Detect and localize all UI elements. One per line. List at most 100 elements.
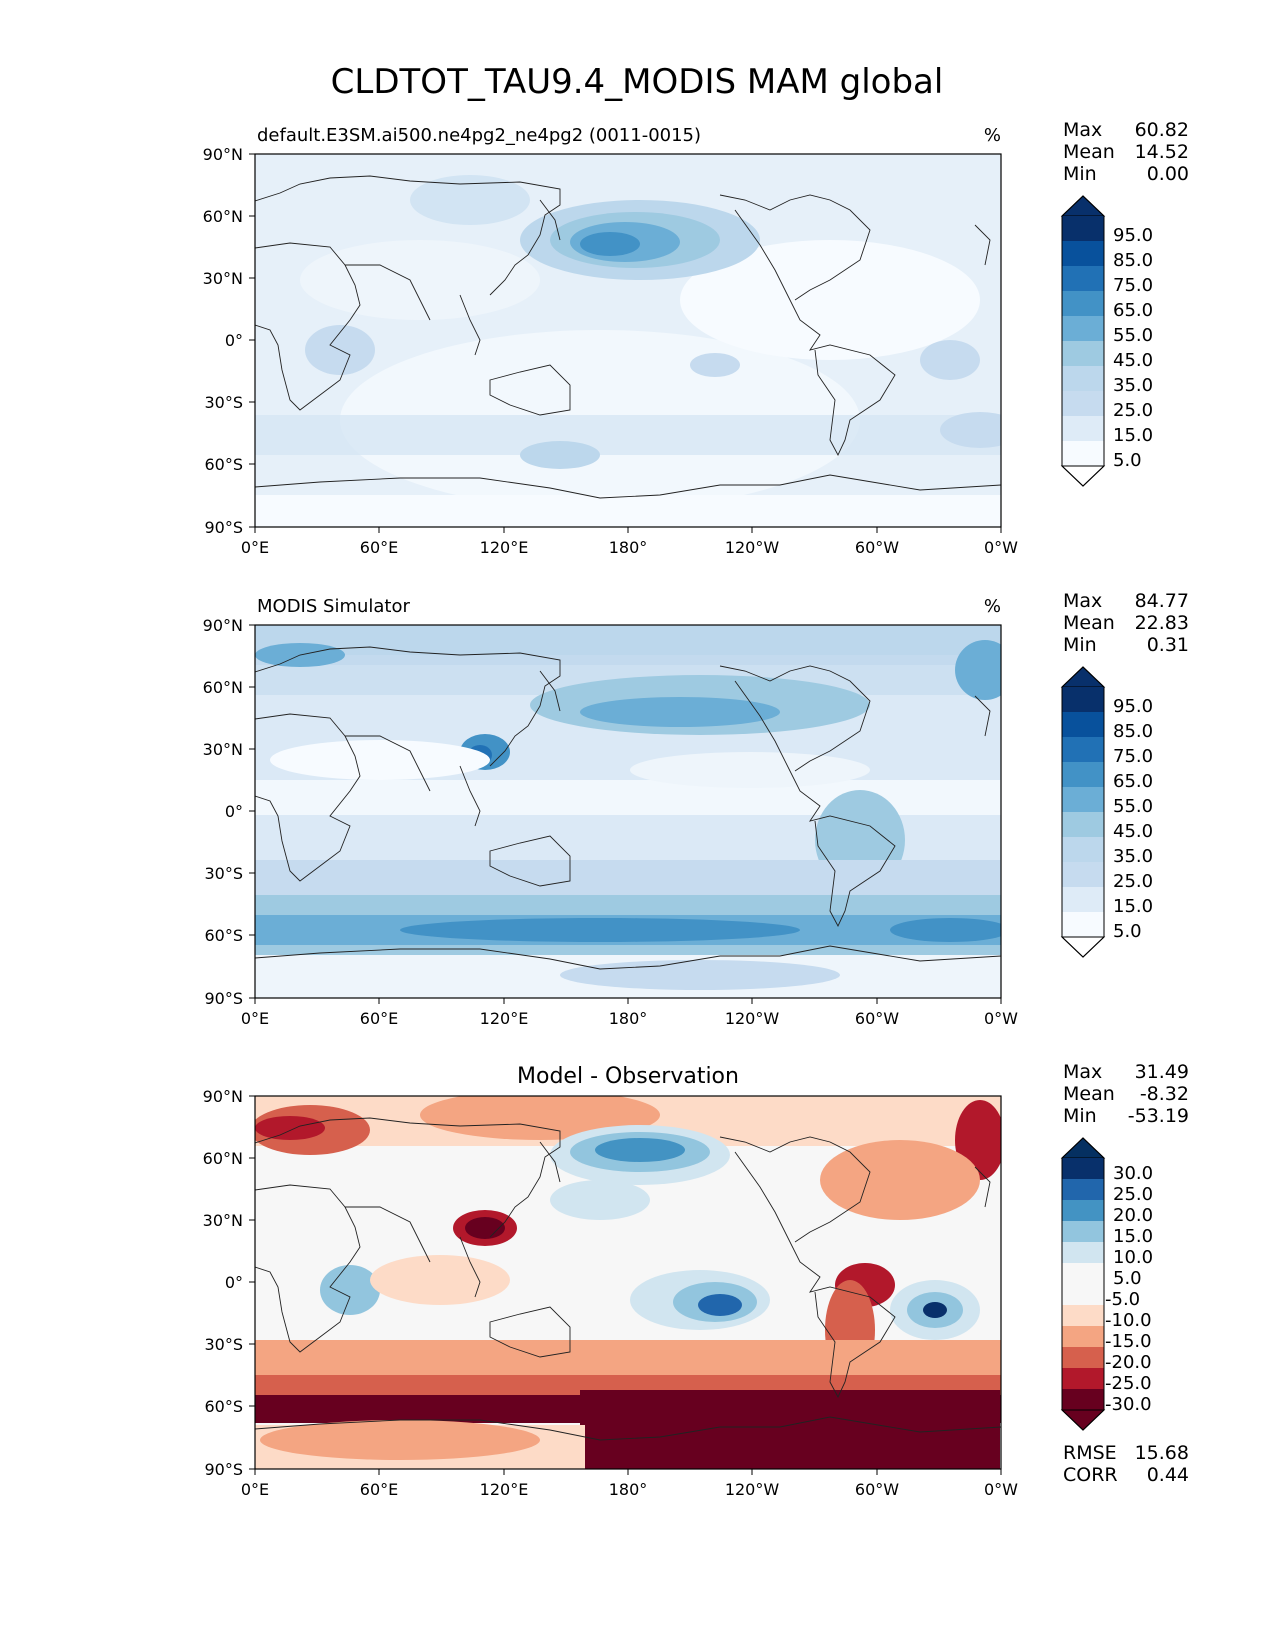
stat-label: Mean xyxy=(1063,1083,1115,1105)
stat-value: 60.82 xyxy=(1135,119,1189,141)
colorbar-label: 75.0 xyxy=(1113,746,1153,767)
stat-value: 15.68 xyxy=(1135,1442,1189,1464)
colorbar-segment xyxy=(1062,1347,1104,1368)
y-tick-label: 90°S xyxy=(204,1460,243,1479)
panel-difference-map xyxy=(255,1096,1001,1469)
y-tick-label: 60°N xyxy=(203,1149,243,1168)
stat-value: 22.83 xyxy=(1135,612,1189,634)
x-tick-label: 120°E xyxy=(480,538,529,557)
x-tick-label: 180° xyxy=(609,1009,648,1028)
colorbar-label: 5.0 xyxy=(1113,450,1142,471)
colorbar-segment xyxy=(1062,712,1104,737)
colorbar-segment xyxy=(1062,1389,1104,1410)
y-tick-label: 30°S xyxy=(204,393,243,412)
figure-title: CLDTOT_TAU9.4_MODIS MAM global xyxy=(331,62,944,102)
colorbar-label: 15.0 xyxy=(1113,1226,1153,1247)
colorbar-label: 65.0 xyxy=(1113,300,1153,321)
y-tick-label: 0° xyxy=(225,802,243,821)
x-tick-label: 60°E xyxy=(360,1480,398,1499)
colorbar-label: 15.0 xyxy=(1113,896,1153,917)
y-tick-label: 60°S xyxy=(204,926,243,945)
colorbar-segment xyxy=(1062,316,1104,341)
y-tick-label: 0° xyxy=(225,1273,243,1292)
y-axis: 90°N 60°N 30°N 0° 30°S 60°S 90°S xyxy=(203,616,255,1008)
colorbar-segment xyxy=(1062,1284,1104,1305)
colorbar-segment xyxy=(1062,1242,1104,1263)
colorbar-segment xyxy=(1062,341,1104,366)
colorbar-label: 20.0 xyxy=(1113,1205,1153,1226)
stat-label: Max xyxy=(1063,119,1102,141)
colorbar-extend-top xyxy=(1060,666,1106,688)
colorbar: 95.0 85.0 75.0 65.0 55.0 45.0 35.0 25.0 … xyxy=(1060,195,1153,487)
x-tick-label: 60°W xyxy=(855,538,899,557)
colorbar-label: 25.0 xyxy=(1113,400,1153,421)
y-axis: 90°N 60°N 30°N 0° 30°S 60°S 90°S xyxy=(203,145,255,537)
coastlines xyxy=(255,175,1001,499)
colorbar: 95.0 85.0 75.0 65.0 55.0 45.0 35.0 25.0 … xyxy=(1060,666,1153,958)
colorbar-segment xyxy=(1062,1368,1104,1389)
colorbar-label: -10.0 xyxy=(1105,1310,1152,1331)
x-tick-label: 120°W xyxy=(725,1480,780,1499)
colorbar: 30.0 25.0 20.0 15.0 10.0 5.0 -5.0 -10.0 … xyxy=(1060,1137,1153,1431)
stat-label: RMSE xyxy=(1063,1442,1117,1464)
colorbar-segment xyxy=(1062,837,1104,862)
x-tick-label: 0°W xyxy=(984,1009,1018,1028)
colorbar-extend-top xyxy=(1060,1137,1106,1159)
stat-label: Min xyxy=(1063,1105,1097,1127)
stat-label: Min xyxy=(1063,634,1097,656)
stat-label: Max xyxy=(1063,1061,1102,1083)
colorbar-segment xyxy=(1062,787,1104,812)
stat-label: Mean xyxy=(1063,141,1115,163)
colorbar-label: 55.0 xyxy=(1113,796,1153,817)
x-tick-label: 0°W xyxy=(984,538,1018,557)
panel-reference-map xyxy=(255,625,1001,998)
coastlines xyxy=(255,1117,1001,1441)
panel-difference: Model - Observation xyxy=(203,1061,1189,1499)
colorbar-segment xyxy=(1062,812,1104,837)
y-axis: 90°N 60°N 30°N 0° 30°S 60°S 90°S xyxy=(203,1087,255,1479)
x-tick-label: 120°E xyxy=(480,1009,529,1028)
stat-value: 84.77 xyxy=(1135,590,1189,612)
y-tick-label: 60°N xyxy=(203,207,243,226)
colorbar-label: 45.0 xyxy=(1113,821,1153,842)
colorbar-label: -20.0 xyxy=(1105,1352,1152,1373)
x-tick-label: 0°E xyxy=(241,538,269,557)
panel-reference-units: % xyxy=(984,596,1001,617)
x-tick-label: 180° xyxy=(609,538,648,557)
panel-test: default.E3SM.ai500.ne4pg2_ne4pg2 (0011-0… xyxy=(203,119,1189,557)
colorbar-label: 10.0 xyxy=(1113,1247,1153,1268)
stat-value: 31.49 xyxy=(1135,1061,1189,1083)
colorbar-labels: 95.0 85.0 75.0 65.0 55.0 45.0 35.0 25.0 … xyxy=(1113,696,1153,942)
panel-test-left-title: default.E3SM.ai500.ne4pg2_ne4pg2 (0011-0… xyxy=(257,125,701,146)
x-axis: 0°E 60°E 120°E 180° 120°W 60°W 0°W xyxy=(241,1469,1018,1499)
colorbar-label: 85.0 xyxy=(1113,250,1153,271)
x-tick-label: 180° xyxy=(609,1480,648,1499)
y-tick-label: 30°S xyxy=(204,1335,243,1354)
colorbar-label: 5.0 xyxy=(1113,1268,1142,1289)
y-tick-label: 0° xyxy=(225,331,243,350)
colorbar-segment xyxy=(1062,391,1104,416)
colorbar-label: 35.0 xyxy=(1113,846,1153,867)
y-tick-label: 90°S xyxy=(204,518,243,537)
stat-value: 0.44 xyxy=(1147,1464,1189,1486)
stat-value: 0.31 xyxy=(1147,634,1189,656)
colorbar-labels: 30.0 25.0 20.0 15.0 10.0 5.0 -5.0 -10.0 … xyxy=(1105,1163,1153,1415)
colorbar-extend-bottom xyxy=(1060,1409,1106,1431)
colorbar-label: -5.0 xyxy=(1105,1289,1140,1310)
stats-block: Max 60.82 Mean 14.52 Min 0.00 xyxy=(1063,119,1189,185)
panel-reference: MODIS Simulator % xyxy=(203,590,1189,1028)
x-axis: 0°E 60°E 120°E 180° 120°W 60°W 0°W xyxy=(241,527,1018,557)
y-tick-label: 90°N xyxy=(203,616,243,635)
colorbar-label: 95.0 xyxy=(1113,696,1153,717)
panel-reference-left-title: MODIS Simulator xyxy=(257,596,410,617)
colorbar-segment xyxy=(1062,887,1104,912)
x-tick-label: 0°W xyxy=(984,1480,1018,1499)
panel-test-map xyxy=(255,154,1001,527)
y-tick-label: 30°N xyxy=(203,1211,243,1230)
colorbar-segment xyxy=(1062,1158,1104,1179)
colorbar-label: 5.0 xyxy=(1113,921,1142,942)
rmse-corr-block: RMSE 15.68 CORR 0.44 xyxy=(1063,1442,1189,1486)
colorbar-segment xyxy=(1062,1326,1104,1347)
colorbar-label: 65.0 xyxy=(1113,771,1153,792)
